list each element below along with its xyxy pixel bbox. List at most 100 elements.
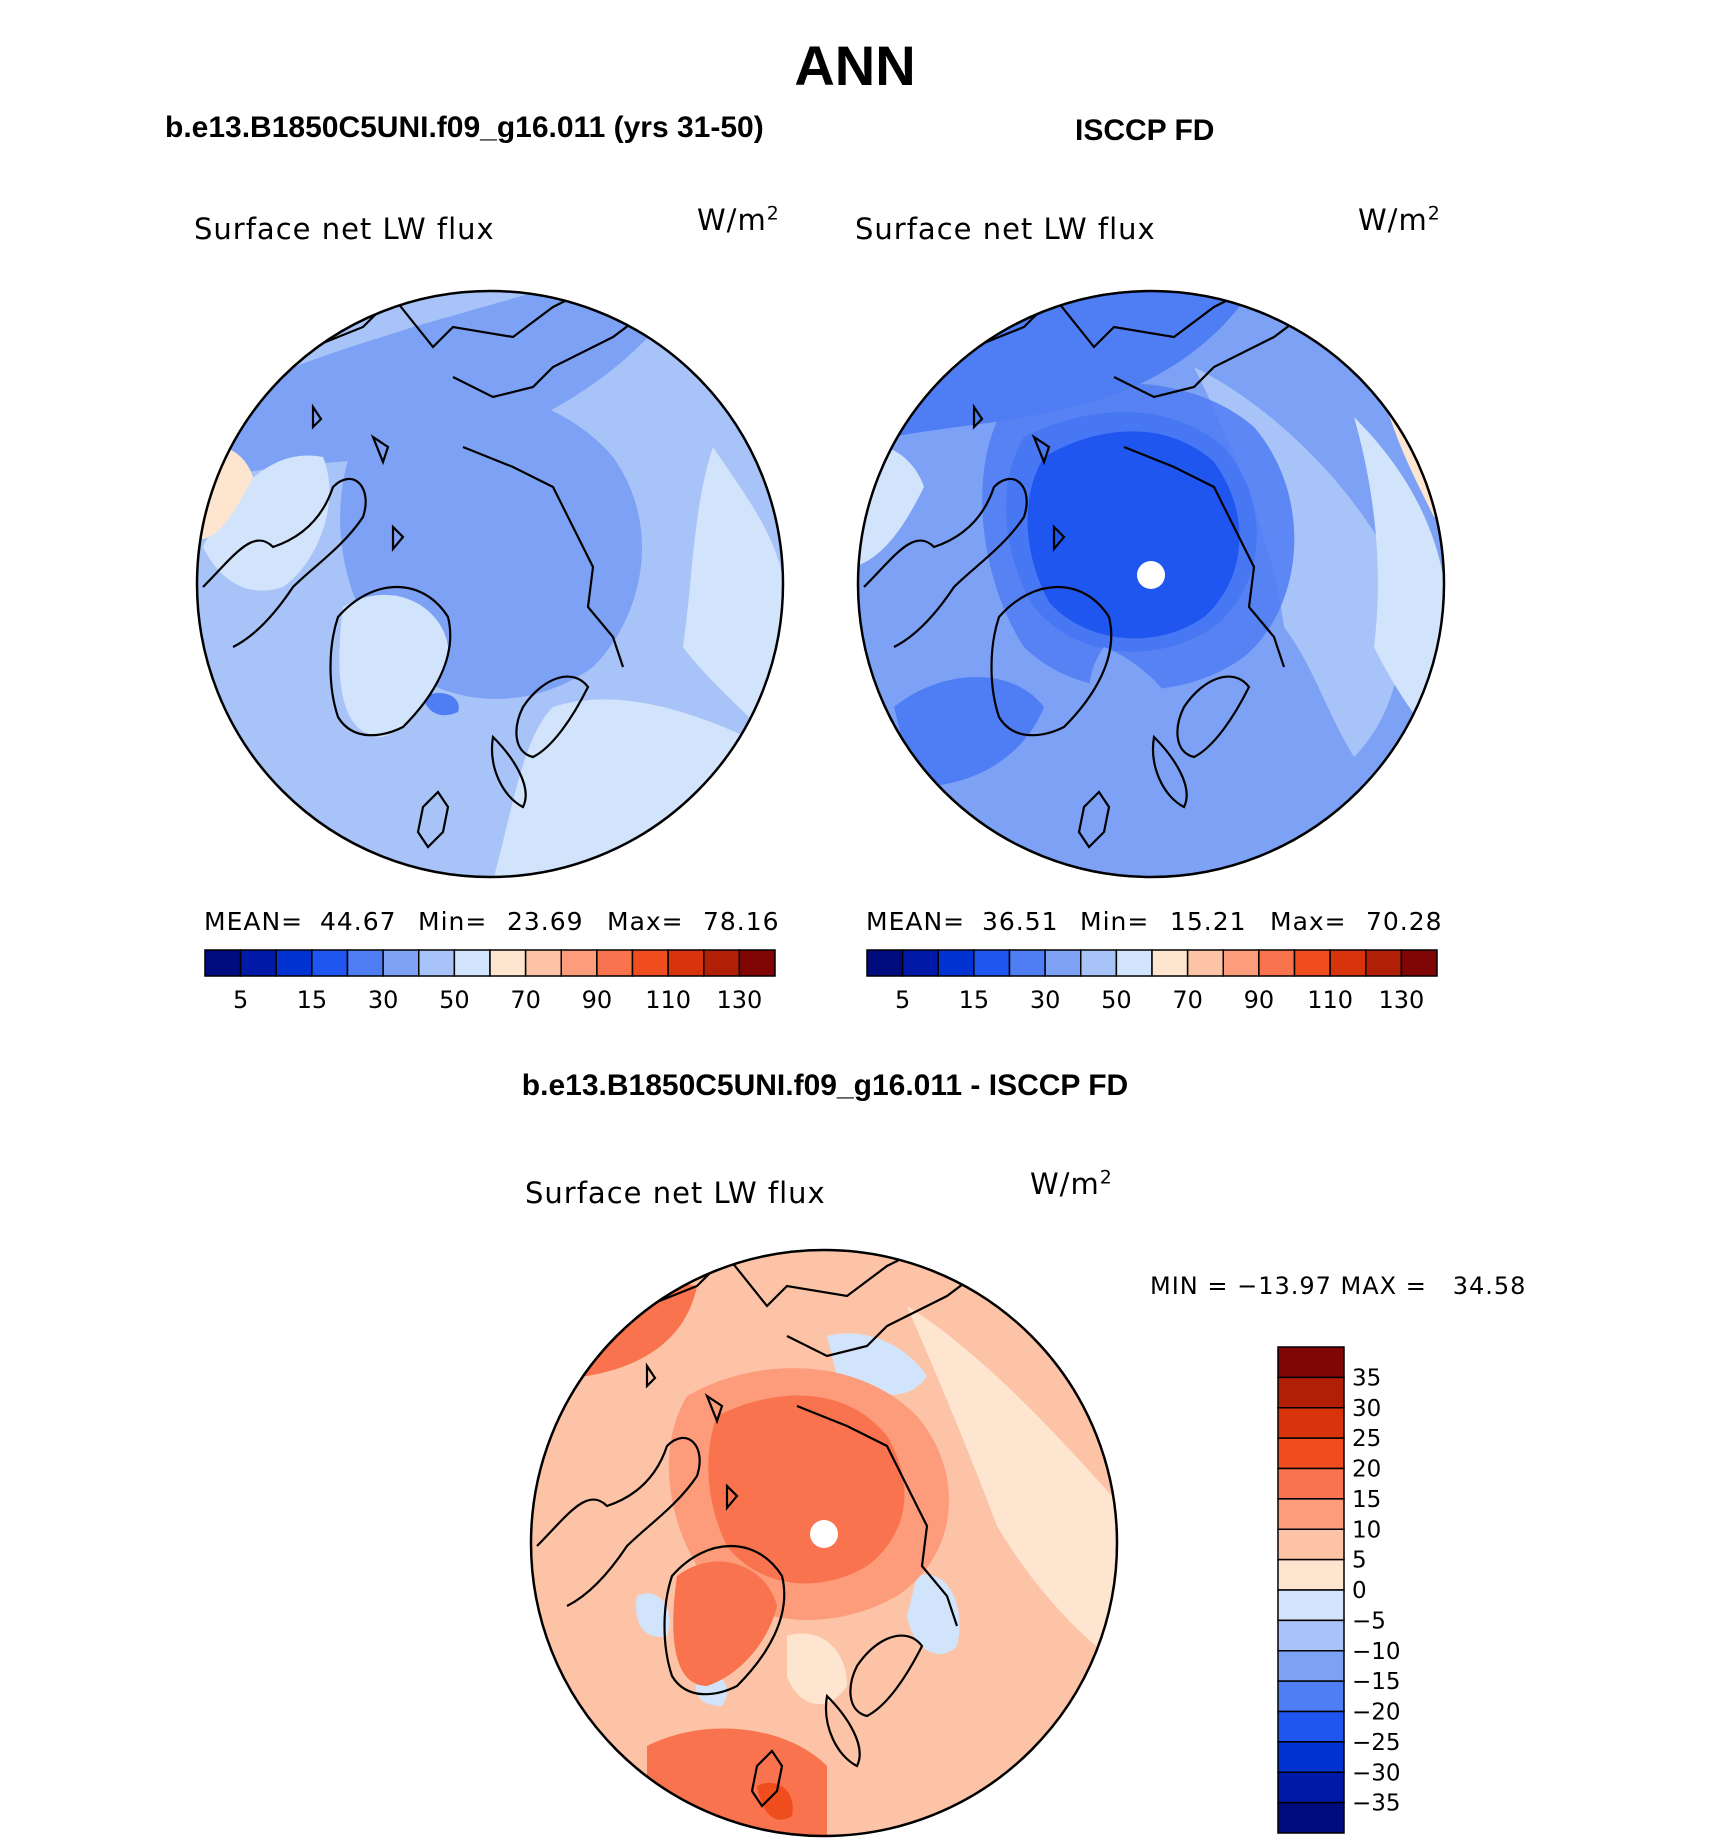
panel2-coast-siberia	[893, 291, 1315, 399]
panel3-colorbar-tick-label: −20	[1352, 1700, 1401, 1726]
panel2-mean-value: 36.51	[982, 907, 1059, 936]
panel1-coast-siberia	[232, 291, 654, 399]
panel3-colorbar-tick-label: −30	[1352, 1760, 1401, 1786]
panel1-min-label: Min=	[418, 907, 488, 936]
panel1-colorbar-tick-label: 5	[233, 986, 248, 1012]
panel1-mean-value: 44.67	[320, 907, 397, 936]
panel2-field-pacific	[858, 291, 1254, 447]
panel3-colorbar-box	[1277, 1710, 1345, 1743]
panel3-field-east-light	[907, 1306, 1117, 1666]
panel2-colorbar: 5 15 30 50 70 90 110 130	[866, 949, 1438, 1012]
panel1-colorbar-box	[453, 949, 491, 977]
panel2-colorbar-tick-label: 5	[895, 986, 910, 1012]
panel2-min-label: Min=	[1080, 907, 1150, 936]
panel3-colorbar-box	[1277, 1680, 1345, 1713]
panel2-colorbar-box	[1222, 949, 1260, 977]
panel1-colorbar-box	[703, 949, 741, 977]
panel1-field-greenland	[339, 594, 448, 737]
panel3-coast-alaska	[796, 1404, 959, 1627]
panel3-colorbar-tick-label: 10	[1352, 1517, 1381, 1543]
panel2-colorbar-tick-label: 30	[1030, 986, 1061, 1012]
panel1-field-pacific	[197, 291, 673, 487]
panel3-colorbar-box	[1277, 1528, 1345, 1561]
panel1-variable-title: Surface net LW flux	[194, 212, 495, 246]
panel1-field-west-blob	[203, 455, 330, 591]
panel2-colorbar-box	[1151, 949, 1189, 977]
panel2-coast-alaska	[1123, 445, 1286, 668]
panel3-colorbar-tick-label: −5	[1352, 1608, 1386, 1634]
panel2-colorbar-tick-label: 50	[1101, 986, 1132, 1012]
panel1-colorbar-tick-label: 30	[368, 986, 399, 1012]
panel1-coast-greenland	[329, 586, 452, 737]
panel1-field-dark-patch	[423, 692, 459, 716]
panel2-colorbar-box	[1115, 949, 1153, 977]
panel2-colorbar-tick-label: 130	[1378, 986, 1424, 1012]
panel1-polar-map	[195, 289, 785, 879]
panel1-colorbar-box	[738, 949, 776, 977]
panel3-colorbar-tick-label: 35	[1352, 1365, 1381, 1391]
panel3-colorbar-box	[1277, 1619, 1345, 1652]
panel1-coast-uk	[416, 790, 450, 849]
panel3-coast-greenland	[663, 1545, 786, 1696]
panel3-colorbar-tick-label: −15	[1352, 1669, 1401, 1695]
panel2-coast-scandinavia	[1151, 675, 1251, 809]
panel3-pole-hole	[810, 1520, 838, 1548]
panel2-colorbar-box	[973, 949, 1011, 977]
panel2-field-southwest	[894, 677, 1044, 787]
panel1-colorbar-tick-label: 50	[439, 986, 470, 1012]
panel1-min-value: 23.69	[507, 907, 584, 936]
panel3-coast-canada	[536, 1436, 701, 1607]
panel2-colorbar-box	[1258, 949, 1296, 977]
panel2-colorbar-box	[1044, 949, 1082, 977]
panel2-colorbar-box	[1080, 949, 1118, 977]
season-title: ANN	[794, 34, 916, 97]
panel2-colorbar-box	[1400, 949, 1438, 977]
panel3-field-pale-corridor	[787, 1633, 847, 1705]
panel2-max-label: Max=	[1270, 907, 1347, 936]
panel3-field-uk-dark	[757, 1782, 793, 1820]
panel2-colorbar-box	[1008, 949, 1046, 977]
panel3-coast-islands	[645, 1362, 739, 1512]
panel1-coast-canada	[202, 477, 367, 648]
panel1-colorbar-box	[631, 949, 669, 977]
panel1-colorbar-box	[418, 949, 456, 977]
panel2-colorbar-box	[1329, 949, 1367, 977]
panel1-colorbar-box	[596, 949, 634, 977]
panel2-mean-label: MEAN=	[866, 907, 966, 936]
panel1-colorbar-box	[311, 949, 349, 977]
panel3-colorbar-box	[1277, 1467, 1345, 1500]
panel2-colorbar-tick-label: 90	[1244, 986, 1275, 1012]
panel3-coast-uk	[750, 1749, 784, 1808]
panel1-coast-scandinavia	[490, 675, 590, 809]
panel2-colorbar-box	[866, 949, 904, 977]
panel3-colorbar-box	[1277, 1771, 1345, 1804]
panel3-colorbar-box	[1277, 1558, 1345, 1591]
panel2-coast-uk	[1077, 790, 1111, 849]
panel2-colorbar-tick-label: 15	[959, 986, 990, 1012]
panel3-colorbar-box	[1277, 1376, 1345, 1409]
panel3-polar-map	[529, 1248, 1119, 1838]
panel3-colorbar-tick-label: 20	[1352, 1457, 1381, 1483]
panel3-minmax: MIN = −13.97 MAX = 34.58	[1150, 1272, 1527, 1300]
panel3-colorbar-box	[1277, 1437, 1345, 1470]
panel3-colorbar-tick-label: 0	[1352, 1578, 1367, 1604]
model-title: b.e13.B1850C5UNI.f09_g16.011 (yrs 31-50)	[165, 111, 764, 144]
panel1-colorbar: 5 15 30 50 70 90 110 130	[204, 949, 776, 1012]
panel1-colorbar-tick-label: 15	[297, 986, 328, 1012]
panel2-colorbar-box	[1186, 949, 1224, 977]
panel1-colorbar-box	[667, 949, 705, 977]
panel2-field-arctic-core-top	[1027, 431, 1240, 639]
panel2-min-value: 15.21	[1170, 907, 1247, 936]
panel1-field-pink-east	[765, 707, 783, 787]
panel2-coast-greenland	[990, 586, 1113, 737]
panel3-variable-title: Surface net LW flux	[525, 1176, 826, 1210]
panel2-field-far-east	[1354, 417, 1444, 757]
panel1-units: W/m2	[697, 203, 780, 237]
panel3-field-arctic-core	[708, 1395, 905, 1584]
panel1-coast-alaska	[462, 445, 625, 668]
panel3-coast-scandinavia	[824, 1634, 924, 1768]
panel2-colorbar-tick-label: 70	[1172, 986, 1203, 1012]
panel1-field-east	[683, 447, 783, 757]
diff-title: b.e13.B1850C5UNI.f09_g16.011 - ISCCP FD	[521, 1069, 1129, 1102]
panel1-colorbar-tick-label: 70	[510, 986, 541, 1012]
